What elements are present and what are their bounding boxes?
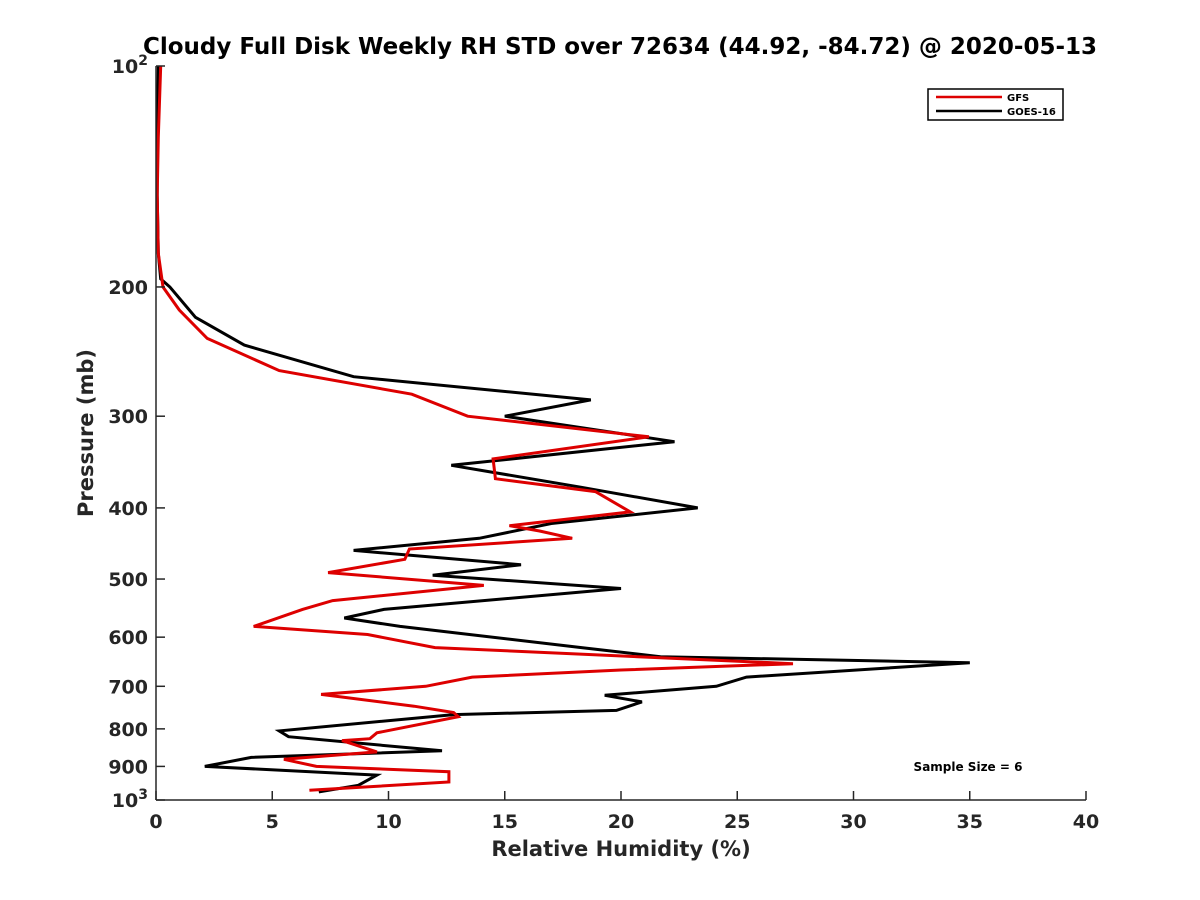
legend-label-goes16: GOES-16	[1007, 107, 1056, 118]
y-tick-label: 500	[108, 569, 148, 591]
y-tick-label: 102	[112, 53, 148, 78]
y-tick-label: 103	[112, 787, 148, 812]
y-tick-label: 200	[108, 277, 148, 299]
y-tick-label: 600	[108, 627, 148, 649]
legend: GFS GOES-16	[927, 88, 1064, 121]
x-tick-label: 35	[957, 811, 983, 833]
series-line-gfs	[155, 65, 794, 792]
x-ticks: 0 5 10 15 20 25 30 35 40	[149, 791, 1099, 833]
x-tick-label: 10	[375, 811, 401, 833]
x-axis-label: Relative Humidity (%)	[491, 837, 750, 861]
y-tick-label: 400	[108, 498, 148, 520]
x-tick-label: 20	[608, 811, 634, 833]
x-tick-label: 5	[266, 811, 279, 833]
x-tick-label: 30	[840, 811, 866, 833]
y-tick-label: 300	[108, 406, 148, 428]
series-layer	[155, 65, 970, 794]
legend-label-gfs: GFS	[1007, 93, 1029, 104]
sample-size-annotation: Sample Size = 6	[914, 760, 1023, 774]
series-line-goes16	[155, 65, 970, 794]
x-tick-label: 0	[149, 811, 162, 833]
y-tick-label: 700	[108, 676, 148, 698]
x-tick-label: 25	[724, 811, 750, 833]
x-tick-label: 40	[1073, 811, 1099, 833]
y-axis-label: Pressure (mb)	[74, 349, 98, 517]
y-ticks: 102 200 300 400 500 600 700 800 900 103	[108, 53, 165, 812]
y-tick-label: 900	[108, 756, 148, 778]
chart-title: Cloudy Full Disk Weekly RH STD over 7263…	[143, 34, 1097, 60]
y-tick-label: 800	[108, 719, 148, 741]
legend-box	[927, 88, 1064, 121]
x-tick-label: 15	[492, 811, 518, 833]
